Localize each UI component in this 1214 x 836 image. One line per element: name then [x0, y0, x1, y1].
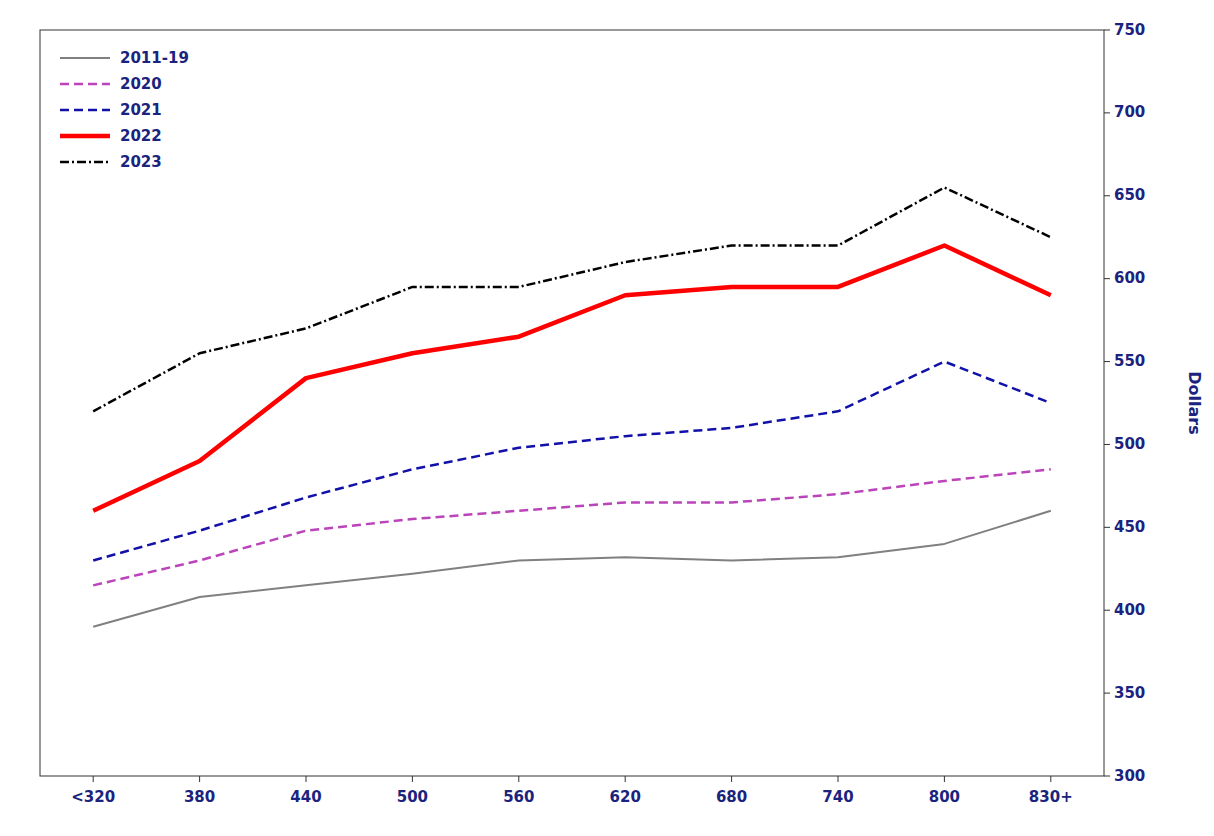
legend-swatch: [60, 134, 110, 139]
y-tick-label: 550: [1114, 352, 1145, 370]
y-tick-label: 700: [1114, 103, 1145, 121]
y-tick: [1104, 278, 1110, 279]
x-tick-label: 380: [184, 788, 215, 806]
y-tick: [1104, 693, 1110, 694]
y-tick: [1104, 444, 1110, 445]
legend-label: 2011-19: [120, 49, 189, 67]
x-tick: [518, 776, 519, 782]
plot-frame: [40, 30, 1104, 776]
series-line: [93, 511, 1051, 627]
series-line: [93, 187, 1051, 411]
y-tick: [1104, 527, 1110, 528]
y-tick: [1104, 30, 1110, 31]
y-tick: [1104, 361, 1110, 362]
legend: 2011-19 2020 2021 2022 2023: [60, 49, 189, 171]
y-tick-label: 400: [1114, 601, 1145, 619]
legend-label: 2021: [120, 101, 162, 119]
x-tick: [838, 776, 839, 782]
legend-swatch: [60, 57, 110, 59]
y-tick-label: 600: [1114, 269, 1145, 287]
legend-label: 2022: [120, 127, 162, 145]
series-line: [93, 362, 1051, 561]
y-tick: [1104, 610, 1110, 611]
x-tick-label: 680: [716, 788, 747, 806]
x-tick: [944, 776, 945, 782]
legend-swatch: [60, 161, 110, 164]
x-tick: [625, 776, 626, 782]
series-line: [93, 469, 1051, 585]
y-tick-label: 350: [1114, 684, 1145, 702]
y-axis-label: Dollars: [1185, 371, 1204, 434]
legend-label: 2020: [120, 75, 162, 93]
y-tick: [1104, 112, 1110, 113]
x-tick: [306, 776, 307, 782]
legend-label: 2023: [120, 153, 162, 171]
y-tick: [1104, 195, 1110, 196]
y-tick: [1104, 776, 1110, 777]
legend-swatch: [60, 109, 110, 112]
x-tick-label: 440: [290, 788, 321, 806]
x-tick: [731, 776, 732, 782]
x-tick: [412, 776, 413, 782]
y-tick-label: 650: [1114, 186, 1145, 204]
y-tick-label: 500: [1114, 435, 1145, 453]
x-tick-label: 800: [929, 788, 960, 806]
x-tick: [1050, 776, 1051, 782]
x-tick-label: 830+: [1029, 788, 1073, 806]
y-tick-label: 300: [1114, 767, 1145, 785]
series-group: [93, 187, 1051, 626]
legend-swatch: [60, 83, 110, 86]
x-tick-label: 560: [503, 788, 534, 806]
x-tick-label: 500: [397, 788, 428, 806]
x-tick-label: 620: [610, 788, 641, 806]
x-tick: [199, 776, 200, 782]
chart: 300 350 400 450 500 550 600 650 700 750 Dollars <32…: [0, 0, 1214, 836]
x-tick-label: 740: [822, 788, 853, 806]
x-tick-label: <320: [71, 788, 115, 806]
x-tick: [93, 776, 94, 782]
y-tick-label: 750: [1114, 21, 1145, 39]
series-line: [93, 246, 1051, 511]
y-tick-label: 450: [1114, 518, 1145, 536]
